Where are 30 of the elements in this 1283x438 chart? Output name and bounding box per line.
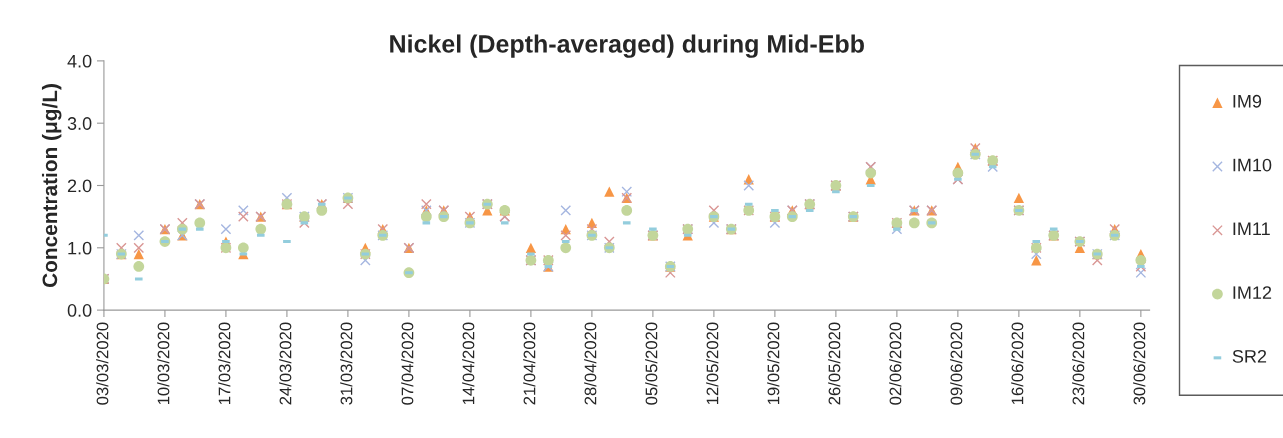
x-tick-label: 28/04/2020 bbox=[584, 322, 597, 405]
x-tick-label: 31/03/2020 bbox=[340, 322, 353, 405]
x-tick-label: 17/03/2020 bbox=[218, 322, 231, 405]
x-tick-label: 02/06/2020 bbox=[889, 322, 902, 405]
legend-label: SR2 bbox=[1232, 349, 1267, 363]
x-tick-label: 23/06/2020 bbox=[1072, 322, 1085, 405]
x-tick-label: 07/04/2020 bbox=[401, 322, 414, 405]
y-tick-label: 1.0 bbox=[68, 241, 92, 255]
y-tick-label: 3.0 bbox=[67, 117, 92, 130]
x-tick-label: 10/03/2020 bbox=[157, 322, 170, 405]
legend-label: IM10 bbox=[1233, 158, 1272, 172]
x-tick-label: 26/05/2020 bbox=[828, 322, 841, 405]
y-tick-label: 4.0 bbox=[67, 54, 92, 68]
x-tick-label: 30/06/2020 bbox=[1133, 322, 1146, 405]
x-tick-label: 19/05/2020 bbox=[767, 322, 780, 405]
y-axis-title: Concentration (μg/L) bbox=[41, 84, 62, 288]
x-tick-label: 16/06/2020 bbox=[1011, 322, 1024, 405]
x-tick-label: 09/06/2020 bbox=[950, 322, 963, 405]
y-tick-label: 0.0 bbox=[67, 304, 92, 317]
chart-title: Nickel (Depth-averaged) during Mid-Ebb bbox=[390, 34, 864, 58]
x-tick-label: 21/04/2020 bbox=[523, 322, 536, 405]
x-tick-label: 14/04/2020 bbox=[462, 322, 475, 405]
x-tick-label: 12/05/2020 bbox=[706, 322, 719, 405]
y-tick-label: 2.0 bbox=[67, 179, 92, 193]
x-tick-label: 24/03/2020 bbox=[279, 322, 292, 405]
legend-label: IM11 bbox=[1233, 222, 1270, 236]
x-tick-label: 03/03/2020 bbox=[96, 322, 109, 405]
x-tick-label: 05/05/2020 bbox=[645, 322, 658, 405]
legend-label: IM12 bbox=[1233, 286, 1272, 299]
legend-label: IM9 bbox=[1233, 94, 1262, 108]
